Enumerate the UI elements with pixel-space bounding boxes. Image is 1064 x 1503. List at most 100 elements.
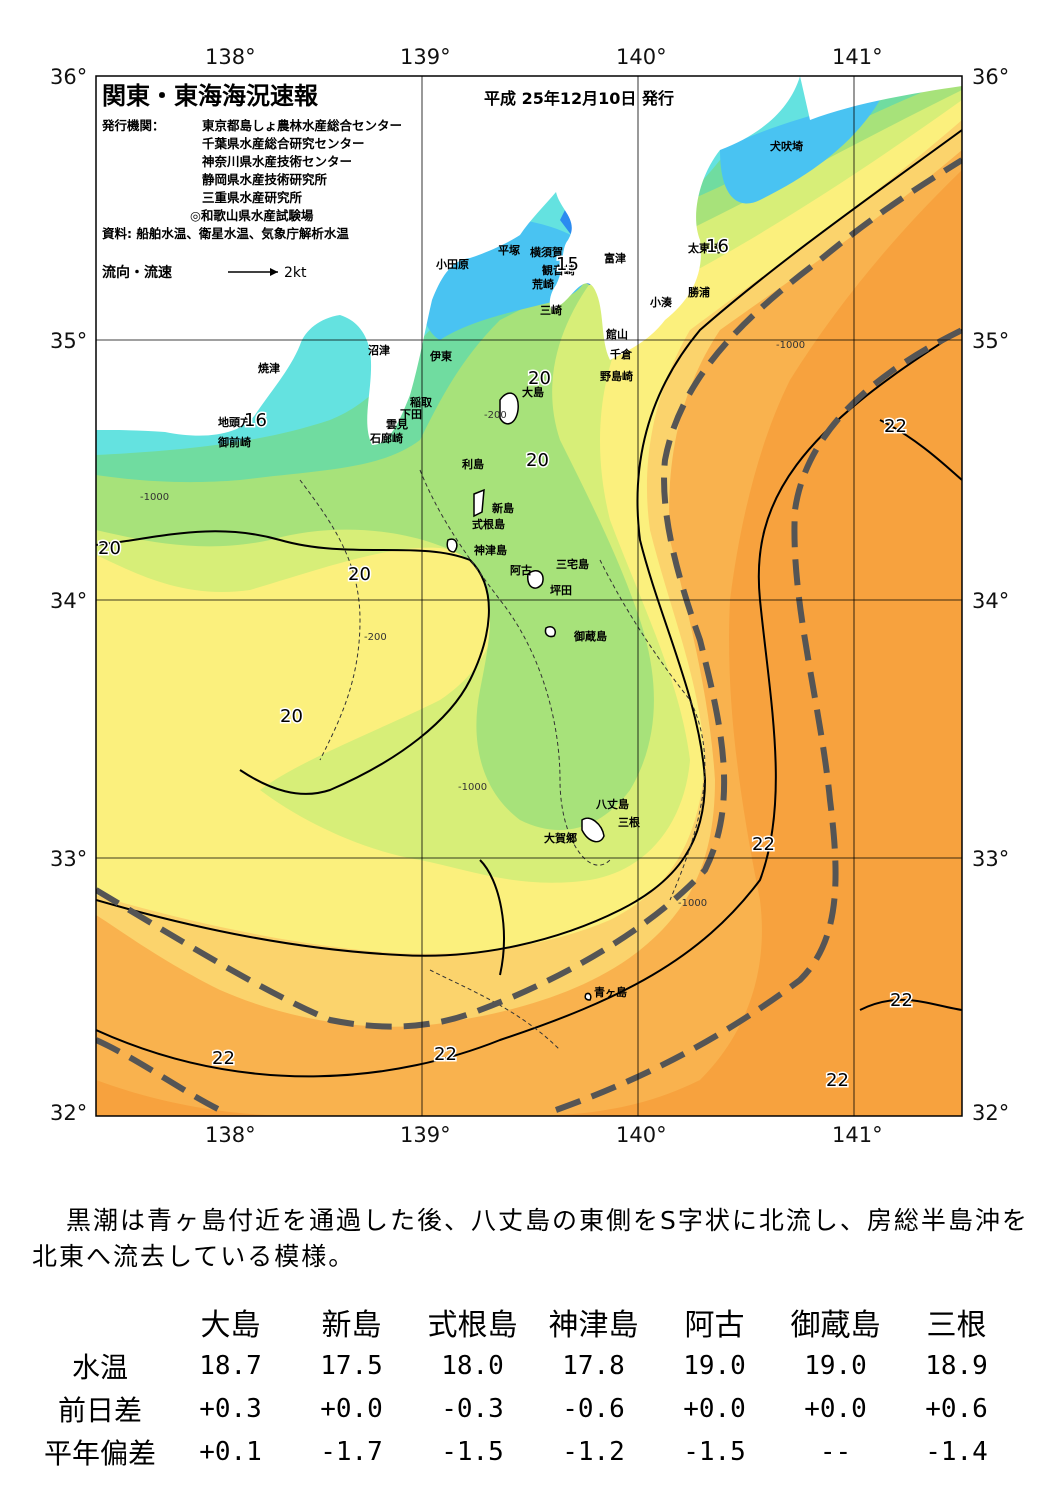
table-cell: 19.0: [804, 1350, 867, 1381]
table-row: 前日差 +0.3 +0.0 -0.3 -0.6 +0.0 +0.0 +0.6: [30, 1387, 1017, 1430]
table-cell: -1.4: [925, 1436, 988, 1467]
table-row: 平年偏差 +0.1 -1.7 -1.5 -1.2 -1.5 -- -1.4: [30, 1430, 1017, 1473]
place-label: 観音崎: [542, 263, 575, 277]
place-label: 三根: [618, 815, 641, 829]
place-label: 犬吠埼: [770, 139, 803, 153]
place-label: 御蔵島: [573, 629, 607, 643]
lon-label: 138°: [205, 45, 256, 69]
sea-temperature-map: 138° 139° 140° 141° 138° 139° 140° 141° …: [50, 45, 1009, 1147]
lat-label: 32°: [972, 1101, 1009, 1125]
lat-label: 34°: [50, 589, 87, 613]
table-corner: [30, 1300, 170, 1344]
lat-label: 36°: [50, 65, 87, 89]
place-label: 平塚: [498, 243, 520, 257]
place-label: 大島: [522, 385, 544, 399]
lat-label: 34°: [972, 589, 1009, 613]
place-label: 稲取: [410, 395, 432, 409]
place-label: 三宅島: [556, 557, 589, 571]
column-header: 阿古: [684, 1308, 745, 1343]
place-label: 利島: [462, 457, 484, 471]
table-cell: +0.0: [320, 1393, 383, 1424]
kozushima-island: [446, 538, 458, 553]
current-legend-unit: 2kt: [284, 265, 307, 281]
place-label: 富津: [604, 251, 626, 265]
depth-label: -200: [484, 410, 507, 421]
lon-label: 138°: [205, 1123, 256, 1147]
mikurajima-island: [544, 625, 557, 638]
table-cell: -1.5: [441, 1436, 504, 1467]
table-cell: -0.3: [441, 1393, 504, 1424]
issue-date: 平成 25年12月10日 発行: [484, 89, 674, 108]
issuers-label: 発行機関：: [101, 118, 165, 133]
place-label: 神津島: [474, 543, 507, 557]
issuer: 千葉県水産総合研究センター: [202, 136, 365, 151]
table-header-row: 大島 新島 式根島 神津島 阿古 御蔵島 三根: [30, 1300, 1017, 1344]
depth-label: -1000: [140, 492, 169, 503]
isotherm-label: 20: [348, 564, 371, 585]
place-label: 八丈島: [595, 797, 629, 811]
lon-label: 139°: [400, 1123, 451, 1147]
lon-label: 139°: [400, 45, 451, 69]
table-cell: -1.7: [320, 1436, 383, 1467]
longitude-labels-bottom: 138° 139° 140° 141°: [205, 1123, 883, 1147]
isotherm-label: 22: [890, 990, 913, 1011]
table-row: 水温 18.7 17.5 18.0 17.8 19.0 19.0 18.9: [30, 1344, 1017, 1387]
table-cell: --: [819, 1436, 852, 1467]
depth-labels: -200 -200 -1000 -1000 -1000 -1000: [140, 340, 805, 909]
place-label: 荒崎: [531, 277, 554, 291]
isotherm-label: 20: [528, 368, 551, 389]
lon-label: 140°: [616, 45, 667, 69]
isotherm-label: 15: [556, 254, 579, 275]
lon-label: 141°: [832, 1123, 883, 1147]
place-label: 野島崎: [600, 369, 633, 383]
issuer: 東京都島しょ農林水産総合センター: [202, 118, 402, 133]
table-cell: +0.0: [683, 1393, 746, 1424]
table-cell: 18.0: [441, 1350, 504, 1381]
summary-text: 黒潮は青ヶ島付近を通過した後、八丈島の東側をS字状に北流し、房総半島沖を北東へ流…: [32, 1203, 1042, 1275]
table-cell: 17.8: [562, 1350, 625, 1381]
latitude-labels-right: 36° 35° 34° 33° 32°: [972, 65, 1009, 1125]
issuer: 神奈川県水産技術センター: [202, 154, 352, 169]
map-frame: [95, 75, 963, 1117]
isotherm-label: 20: [526, 450, 549, 471]
table-cell: 18.7: [199, 1350, 262, 1381]
place-label: 三崎: [540, 303, 562, 317]
row-header: 前日差: [57, 1393, 142, 1427]
column-header: 大島: [200, 1308, 261, 1343]
depth-label: -1000: [678, 898, 707, 909]
place-label: 大賀郷: [544, 831, 577, 845]
aogashima-island: [584, 992, 592, 1001]
land-boso-north: [800, 76, 962, 120]
place-label: 式根島: [472, 517, 505, 531]
hachijojima-island: [581, 817, 605, 843]
table-cell: 19.0: [683, 1350, 746, 1381]
place-label: 雲見: [386, 418, 408, 431]
issuer: 三重県水産研究所: [202, 190, 303, 205]
arrowhead-icon: [270, 268, 278, 276]
depth-label: -1000: [458, 782, 487, 793]
table-cell: 18.9: [925, 1350, 988, 1381]
lat-label: 35°: [50, 329, 87, 353]
oshima-island: [499, 392, 519, 425]
depth-label: -1000: [776, 340, 805, 351]
map-title: 関東・東海海況速報: [102, 82, 319, 110]
column-header: 御蔵島: [790, 1308, 881, 1343]
current-legend-label: 流向・流速: [102, 264, 172, 281]
depth-label: -200: [364, 632, 387, 643]
isotherm-label: 22: [434, 1044, 457, 1065]
place-label: 太東崎: [687, 241, 721, 255]
column-header: 三根: [926, 1308, 987, 1343]
place-label: 阿古: [510, 563, 532, 577]
row-header: 水温: [71, 1350, 128, 1384]
lat-label: 32°: [50, 1101, 87, 1125]
table-cell: +0.0: [804, 1393, 867, 1424]
row-header: 平年偏差: [43, 1436, 156, 1470]
land-north: [96, 76, 800, 445]
longitude-labels-top: 138° 139° 140° 141°: [205, 45, 883, 69]
niijima-island: [473, 488, 485, 518]
place-label: 坪田: [550, 584, 572, 597]
place-label: 勝浦: [688, 285, 710, 299]
lat-label: 35°: [972, 329, 1009, 353]
place-label: 館山: [605, 327, 628, 341]
place-labels: 犬吠埼 太東崎 勝浦 小湊 富津 館山 千倉 野島崎 観音崎 横須賀 平塚 小田…: [217, 139, 803, 999]
